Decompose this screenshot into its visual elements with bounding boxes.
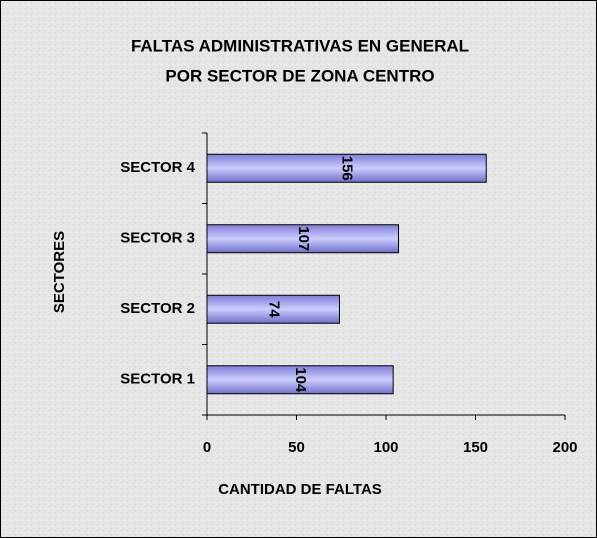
chart-title: POR SECTOR DE ZONA CENTRO	[165, 66, 434, 85]
x-axis-title: CANTIDAD DE FALTAS	[218, 481, 382, 498]
bar	[206, 365, 394, 395]
data-label: 104	[292, 367, 309, 393]
y-tick-label: SECTOR 3	[120, 230, 195, 247]
data-label: 156	[339, 156, 356, 181]
bar	[206, 224, 400, 254]
chart-title: FALTAS ADMINISTRATIVAS EN GENERAL	[131, 36, 469, 55]
x-tick-label: 200	[552, 439, 577, 456]
x-tick-label: 0	[203, 439, 211, 456]
x-tick-label: 50	[288, 439, 305, 456]
y-tick-label: SECTOR 1	[120, 371, 195, 388]
bar	[206, 294, 340, 324]
y-axis-title: SECTORES	[51, 231, 68, 313]
y-tick-label: SECTOR 4	[120, 159, 195, 176]
x-tick-label: 100	[373, 439, 398, 456]
data-label: 74	[265, 301, 282, 318]
data-label: 107	[295, 226, 312, 251]
bar	[206, 153, 487, 183]
x-tick-label: 150	[463, 439, 488, 456]
y-tick-label: SECTOR 2	[120, 300, 195, 317]
